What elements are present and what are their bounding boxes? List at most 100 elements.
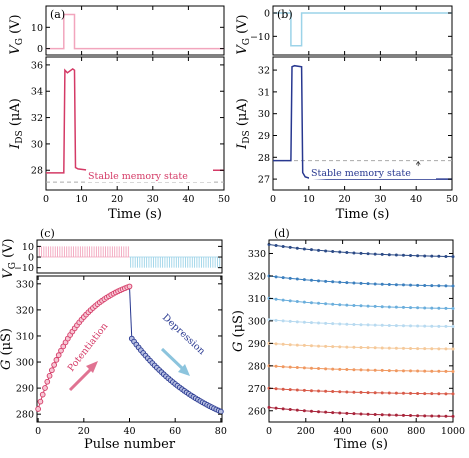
panel-d-series-point	[416, 324, 420, 328]
panel-b-bottom-ytick-label: 27	[258, 175, 270, 186]
panel-d-ytick-label: 280	[248, 361, 266, 372]
panel-b-bottom-xtick-label: 50	[446, 194, 458, 205]
panel-d-series-point	[331, 250, 335, 254]
panel-d-series-point	[444, 369, 448, 373]
panel-d-xtick-label: 400	[334, 426, 352, 437]
panel-d-xtick-label: 0	[266, 426, 272, 437]
panel-d-series-point	[309, 366, 313, 370]
panel-d-series-point	[423, 254, 427, 258]
panel-d-series-point	[437, 369, 441, 373]
panel-a-annotation: Stable memory state	[88, 171, 188, 182]
panel-d-series-point	[380, 391, 384, 395]
panel-d-series-point	[359, 390, 363, 394]
panel-d-series-point	[267, 405, 271, 409]
panel-d-series-point	[352, 322, 356, 326]
panel-d-series-point	[430, 284, 434, 288]
panel-d-series-point	[423, 306, 427, 310]
panel-d-series-point	[380, 305, 384, 309]
panel-c-potentiation-point	[53, 357, 60, 363]
panel-d-series-point	[409, 254, 413, 258]
panel-d-series-point	[366, 391, 370, 395]
panel-d-series-point	[309, 409, 313, 413]
panel-d-series-point	[437, 284, 441, 288]
panel-b-bottom-ytick-label: 31	[258, 87, 270, 98]
panel-d-series-point	[359, 412, 363, 416]
panel-d-series-point	[295, 366, 299, 370]
panel-c-top-ylabel: VG (V)	[1, 238, 18, 278]
panel-d-series-point	[302, 278, 306, 282]
panel-c-potentiation-point	[126, 283, 133, 290]
panel-a-bottom-ytick-label: 28	[31, 166, 43, 177]
panel-d-series-point	[401, 305, 405, 309]
panel-d-series-point	[444, 392, 448, 396]
panel-c-depression-arrowhead	[178, 364, 190, 376]
panel-b-bottom-frame	[272, 56, 453, 191]
panel-d-series-point	[288, 299, 292, 303]
panel-d-series-point	[401, 253, 405, 257]
panel-d-series-point	[281, 298, 285, 302]
panel-d-series-point	[274, 297, 278, 301]
panel-d-series-point	[338, 280, 342, 284]
panel-d-series-point	[267, 242, 271, 246]
panel-d-xlabel: Time (s)	[334, 437, 388, 452]
panel-d-series-point	[295, 320, 299, 324]
panel-a-label: (a)	[50, 8, 65, 21]
panel-d-series-point	[274, 342, 278, 346]
panel-d-series-point	[444, 414, 448, 418]
panel-d-series-point	[324, 410, 328, 414]
panel-c-potentiation-point	[35, 406, 41, 412]
panel-d-series-point	[359, 368, 363, 372]
panel-d-series-point	[451, 347, 455, 351]
panel-d-series-point	[281, 342, 285, 346]
panel-d-series-point	[416, 306, 420, 310]
panel-d-series-point	[281, 387, 285, 391]
panel-d-series-point	[288, 408, 292, 412]
panel-d-series-point	[444, 306, 448, 310]
panel-b-gate-pulse	[273, 12, 452, 47]
panel-b-top-frame	[272, 5, 453, 56]
panel-d-series-point	[345, 281, 349, 285]
panel-c-depression-point	[218, 408, 224, 415]
panel-d-series-point	[444, 347, 448, 351]
panel-d-series-point	[345, 345, 349, 349]
panel-d-series-point	[345, 303, 349, 307]
panel-d-ytick-label: 290	[248, 339, 266, 350]
panel-d-series-point	[317, 367, 321, 371]
panel-d-series-point	[274, 318, 278, 322]
panel-c-potentiation-arrowhead	[86, 361, 98, 373]
panel-d-series-point	[288, 343, 292, 347]
panel-a-annotation-bg	[86, 169, 213, 183]
panel-d-series-point	[437, 254, 441, 258]
panel-d-series-point	[274, 364, 278, 368]
panel-d-series-point	[345, 411, 349, 415]
panel-d-series-point	[401, 283, 405, 287]
panel-d-series-point	[317, 389, 321, 393]
panel-d-series-point	[302, 247, 306, 251]
panel-d-series-point	[373, 323, 377, 327]
panel-d-series-point	[387, 391, 391, 395]
panel-d-ytick-label: 270	[248, 384, 266, 395]
panel-d-series-point	[324, 389, 328, 393]
panel-a-bottom-ytick-label: 36	[31, 60, 43, 71]
panel-d-series-point	[437, 347, 441, 351]
panel-d-series-point	[324, 302, 328, 306]
panel-d-series-point	[373, 282, 377, 286]
panel-d-series-point	[302, 366, 306, 370]
panel-d-series-point	[324, 279, 328, 283]
panel-c-potentiation-point	[46, 372, 53, 379]
panel-d-series-point	[373, 391, 377, 395]
panel-d-series-point	[423, 283, 427, 287]
panel-d-series-point	[295, 388, 299, 392]
panel-d-series-point	[416, 347, 420, 351]
panel-d-frame	[268, 239, 454, 423]
panel-d-series-point	[401, 324, 405, 328]
panel-d-series-point	[430, 306, 434, 310]
panel-d-series-point	[331, 367, 335, 371]
panel-d-label: (d)	[274, 227, 290, 240]
panel-c-bottom-ytick-label: 300	[16, 358, 34, 369]
panel-d-series-point	[317, 248, 321, 252]
panel-b-xlabel: Time (s)	[336, 207, 390, 222]
panel-d-series-point	[317, 410, 321, 414]
panel-d-series-point	[345, 251, 349, 255]
panel-d-series-point	[430, 347, 434, 351]
